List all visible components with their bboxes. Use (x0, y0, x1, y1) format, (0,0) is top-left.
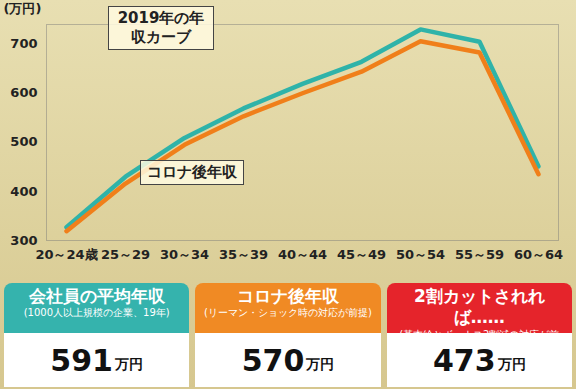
svg-text:600: 600 (10, 85, 37, 100)
html-text:万円: 万円 (115, 356, 143, 372)
html-text:2割カットされれば……: 2割カットされれば…… (413, 286, 545, 328)
html-text:(基本給とボーナス2割減の対応が前提): (基本給とボーナス2割減の対応が前提) (399, 328, 560, 352)
svg-text:20～24歳: 20～24歳 (35, 247, 97, 262)
svg-text:45～49: 45～49 (337, 247, 386, 262)
svg-text:(万円): (万円) (4, 1, 42, 16)
svg-text:500: 500 (10, 134, 37, 149)
svg-text:50～54: 50～54 (396, 247, 445, 262)
svg-text:400: 400 (10, 184, 37, 199)
html-text:570: 570 (241, 342, 305, 378)
svg-text:40～44: 40～44 (278, 247, 327, 262)
svg-text:35～39: 35～39 (219, 247, 268, 262)
html-text:(リーマン・ショック時の対応が前提): (リーマン・ショック時の対応が前提) (204, 307, 372, 319)
html-text:万円: 万円 (306, 356, 335, 372)
html-text:コロナ後年収: コロナ後年収 (147, 163, 237, 181)
html-text:万円: 万円 (497, 356, 526, 372)
svg-text:60～64: 60～64 (514, 247, 563, 262)
html-text:コロナ後年収: コロナ後年収 (237, 286, 339, 306)
svg-text:700: 700 (10, 36, 37, 51)
svg-text:30～34: 30～34 (160, 247, 209, 262)
html-text:会社員の平均年収: 会社員の平均年収 (28, 286, 165, 306)
svg-text:25～29: 25～29 (101, 247, 150, 262)
svg-text:55～59: 55～59 (455, 247, 504, 262)
html-text:(1000人以上規模の企業、19年): (1000人以上規模の企業、19年) (23, 307, 170, 319)
html-text:591: 591 (50, 342, 113, 378)
svg-text:300: 300 (10, 233, 37, 248)
html-text:2019年の年収カーブ: 2019年の年収カーブ (117, 9, 205, 46)
html-text:473: 473 (433, 342, 496, 378)
